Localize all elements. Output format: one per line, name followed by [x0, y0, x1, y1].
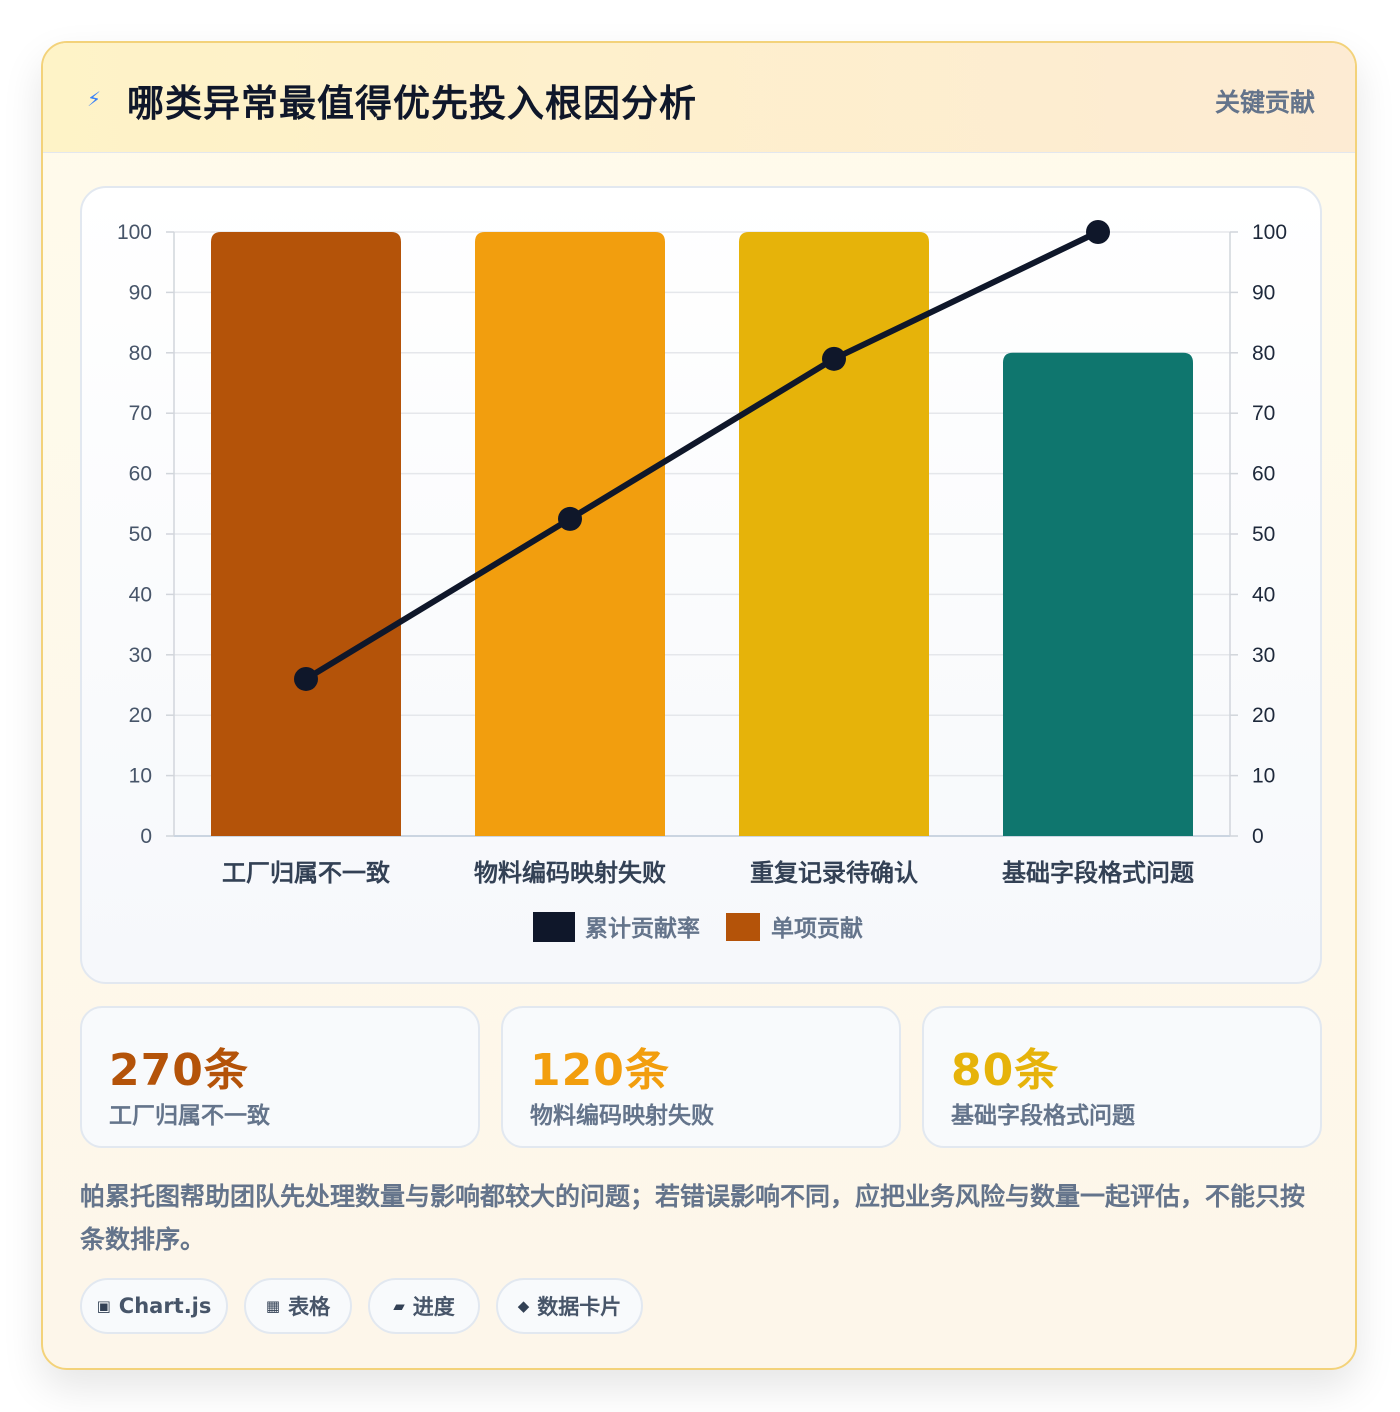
x-tick-label: 重复记录待确认: [750, 859, 918, 887]
stat-label: 物料编码映射失败: [530, 1103, 714, 1129]
table-icon: ▦: [265, 1297, 281, 1315]
y2-tick-label: 60: [1252, 463, 1275, 486]
data-card-icon: ◆: [517, 1297, 530, 1315]
bar: [739, 232, 929, 836]
stat-value: 80条: [951, 1045, 1060, 1096]
y2-tick-label: 20: [1252, 704, 1275, 727]
legend-swatch-bar: [726, 913, 760, 941]
y2-tick-label: 90: [1252, 281, 1275, 304]
x-tick-label: 物料编码映射失败: [474, 859, 666, 887]
tag-data-card[interactable]: ◆ 数据卡片: [496, 1278, 643, 1334]
progress-icon: ▰: [393, 1297, 405, 1315]
bar: [1003, 352, 1193, 836]
stat-value: 120条: [530, 1045, 670, 1096]
chart-card: ⚡ 哪类异常最值得优先投入根因分析 关键贡献 0 0 10 10 20 20 30 30 40 4…: [41, 41, 1357, 1370]
line-series: [304, 229, 1100, 682]
y-tick-label: 40: [129, 583, 152, 606]
y-tick-label: 50: [129, 523, 152, 546]
stat-card-2: 120条 物料编码映射失败: [501, 1006, 901, 1148]
y-tick-label: 70: [129, 402, 152, 425]
tag-label: 表格: [288, 1295, 331, 1319]
stat-card-3: 80条 基础字段格式问题: [922, 1006, 1322, 1148]
stat-value: 270条: [109, 1045, 249, 1096]
y-tick-label: 0: [140, 825, 152, 848]
y2-tick-label: 50: [1252, 523, 1275, 546]
y-tick-label: 60: [129, 463, 152, 486]
y2-tick-label: 40: [1252, 583, 1275, 606]
tag-table[interactable]: ▦ 表格: [244, 1278, 352, 1334]
y-tick-label: 100: [117, 221, 152, 244]
y2-tick-label: 10: [1252, 765, 1275, 788]
card-header: ⚡ 哪类异常最值得优先投入根因分析 关键贡献: [43, 43, 1355, 153]
page-title: 哪类异常最值得优先投入根因分析: [127, 82, 697, 125]
pareto-chart: 0 0 10 10 20 20 30 30 40 40 50 50 60 60 70 70 80 80 90 90 10…: [117, 220, 1287, 942]
stat-card-1: 270条 工厂归属不一致: [80, 1006, 480, 1148]
tag-label: 进度: [412, 1295, 455, 1319]
line-point: [558, 506, 582, 531]
stat-label: 基础字段格式问题: [951, 1103, 1135, 1129]
line-point: [294, 666, 318, 691]
bar: [475, 232, 665, 836]
bar: [211, 232, 401, 836]
legend-label: 单项贡献: [771, 916, 863, 942]
y-tick-label: 10: [129, 765, 152, 788]
y2-tick-label: 100: [1252, 221, 1287, 244]
chart-icon: ▣: [96, 1297, 111, 1315]
chart-container: 0 0 10 10 20 20 30 30 40 40 50 50 60 60 70 70 80 80 90 90 10…: [80, 186, 1322, 984]
line-point: [822, 346, 846, 371]
line-point: [1086, 220, 1110, 244]
y-tick-label: 80: [129, 342, 152, 365]
y-tick-label: 30: [129, 644, 152, 667]
tag-label: Chart.js: [118, 1294, 212, 1318]
legend-label: 累计贡献率: [585, 915, 700, 942]
y2-tick-label: 0: [1252, 825, 1264, 848]
stat-label: 工厂归属不一致: [109, 1103, 270, 1129]
header-tag: 关键贡献: [1214, 88, 1315, 117]
tag-chartjs[interactable]: ▣ Chart.js: [80, 1278, 228, 1334]
lightning-icon: ⚡: [87, 87, 102, 111]
x-tick-label: 工厂归属不一致: [222, 859, 391, 887]
y2-tick-label: 30: [1252, 644, 1275, 667]
y2-tick-label: 80: [1252, 342, 1275, 365]
y-tick-label: 90: [129, 281, 152, 304]
x-tick-label: 基础字段格式问题: [1002, 859, 1194, 887]
chart-note: 帕累托图帮助团队先处理数量与影响都较大的问题；若错误影响不同，应把业务风险与数量…: [80, 1182, 1306, 1254]
tag-progress[interactable]: ▰ 进度: [368, 1278, 480, 1334]
y2-tick-label: 70: [1252, 402, 1275, 425]
legend-swatch-line: [533, 912, 575, 942]
tag-label: 数据卡片: [537, 1295, 622, 1319]
y-tick-label: 20: [129, 704, 152, 727]
